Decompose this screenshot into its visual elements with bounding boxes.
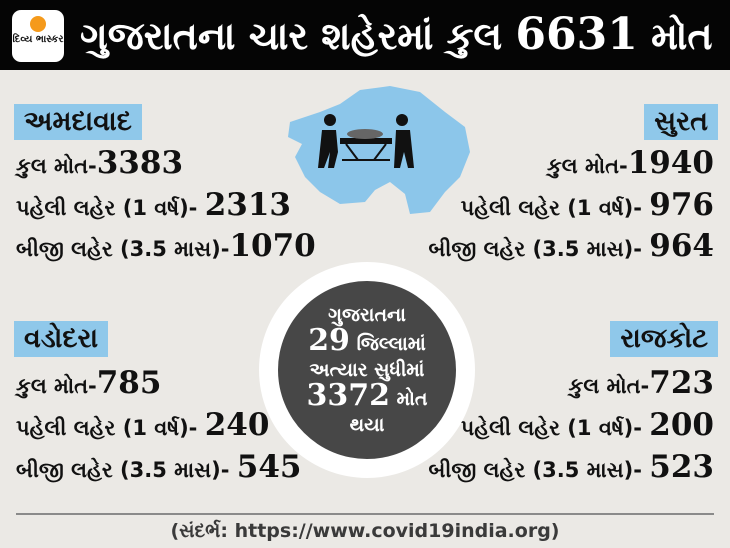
summary-line-1: ગુજરાતના xyxy=(328,304,406,326)
ahmedabad-total: કુલ મોત-3383 xyxy=(16,145,184,181)
gujarat-map-icon xyxy=(288,86,470,214)
rajkot-second-wave: બીજી લહેર (3.5 માસ)- 523 xyxy=(428,449,715,485)
city-label-ahmedabad: અમદાવાદ xyxy=(14,104,142,140)
header: દિવ્ય ભાસ્કર ગુજરાતના ચાર શહેરમાં કુલ 66… xyxy=(0,0,730,70)
divya-bhaskar-logo: દિવ્ય ભાસ્કર xyxy=(12,10,64,62)
logo-sun-icon xyxy=(30,16,46,32)
surat-first-wave: પહેલી લહેર (1 વર્ષ)- 976 xyxy=(460,187,714,223)
summary-line-2: 29 જિલ્લામાં xyxy=(308,323,426,358)
summary-line-5: થયા xyxy=(349,414,385,436)
city-label-rajkot: રાજકોટ xyxy=(610,321,718,357)
source-credit: (સંદર્ભ: https://www.covid19india.org) xyxy=(170,520,560,542)
summary-line-3: અત્યાર સુધીમાં xyxy=(309,359,425,381)
stretcher-icon xyxy=(318,114,414,168)
title-text: ગુજરાતના ચાર શહેરમાં કુલ xyxy=(80,14,503,58)
summary-circle: ગુજરાતના 29 જિલ્લામાં અત્યાર સુધીમાં 337… xyxy=(259,262,475,478)
page-title: ગુજરાતના ચાર શહેરમાં કુલ 6631 મોત xyxy=(80,8,713,63)
vadodara-second-wave: બીજી લહેર (3.5 માસ)- 545 xyxy=(16,449,302,485)
surat-total: કુલ મોત-1940 xyxy=(546,145,714,181)
footer-divider xyxy=(16,513,714,515)
surat-second-wave: બીજી લહેર (3.5 માસ)- 964 xyxy=(428,228,715,264)
ahmedabad-second-wave: બીજી લહેર (3.5 માસ)-1070 xyxy=(16,228,316,264)
title-number: 6631 xyxy=(515,9,638,60)
summary-circle-inner: ગુજરાતના 29 જિલ્લામાં અત્યાર સુધીમાં 337… xyxy=(278,281,456,459)
vadodara-first-wave: પહેલી લહેર (1 વર્ષ)- 240 xyxy=(16,407,270,443)
ahmedabad-first-wave: પહેલી લહેર (1 વર્ષ)- 10702313 xyxy=(16,187,291,223)
city-label-surat: સુરત xyxy=(644,104,718,140)
rajkot-total: કુલ મોત-723 xyxy=(568,365,714,401)
summary-line-4: 3372 મોત xyxy=(306,378,428,413)
title-suffix: મોત xyxy=(651,14,713,58)
rajkot-first-wave: પહેલી લહેર (1 વર્ષ)- 200 xyxy=(460,407,714,443)
city-label-vadodara: વડોદરા xyxy=(14,321,109,357)
vadodara-total: કુલ મોત-785 xyxy=(16,365,162,401)
logo-text: દિવ્ય ભાસ્કર xyxy=(12,34,64,45)
